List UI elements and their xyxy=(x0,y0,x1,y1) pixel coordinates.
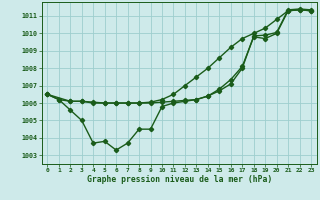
X-axis label: Graphe pression niveau de la mer (hPa): Graphe pression niveau de la mer (hPa) xyxy=(87,175,272,184)
